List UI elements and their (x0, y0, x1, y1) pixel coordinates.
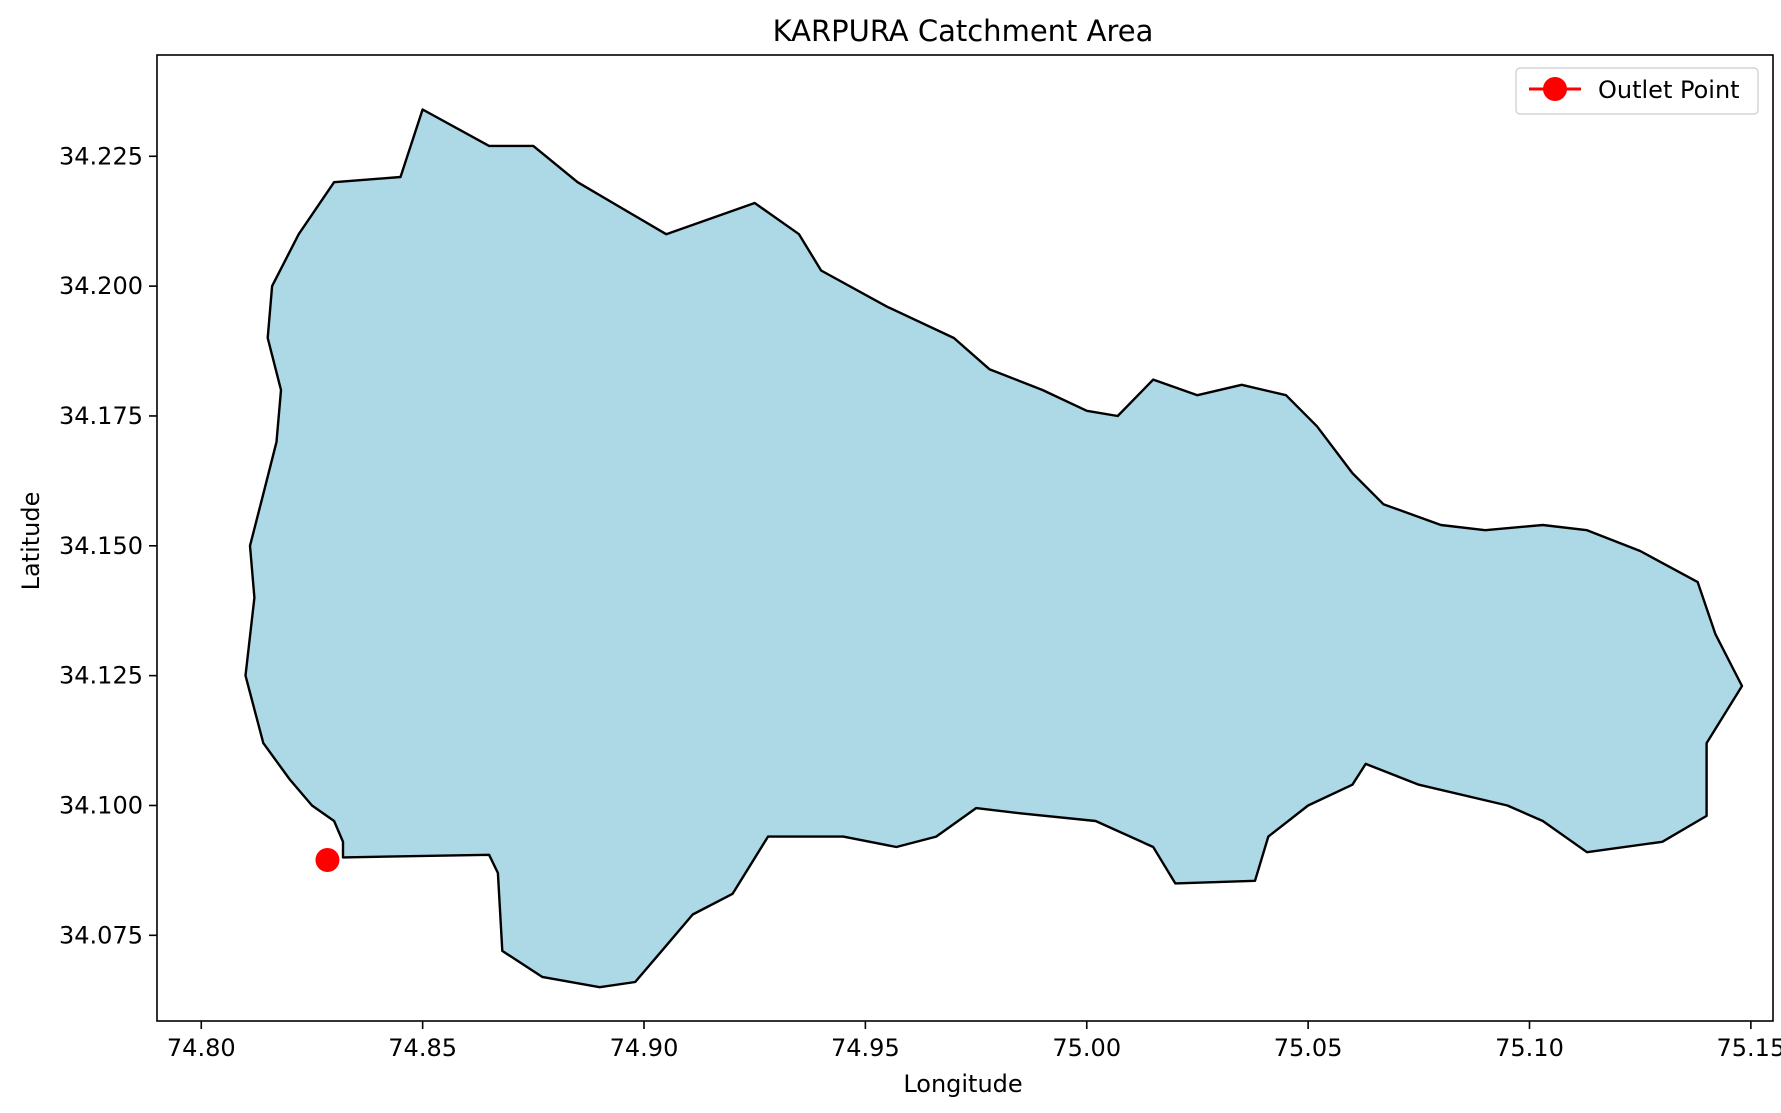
x-tick-label: 74.95 (831, 1034, 900, 1062)
catchment-polygon (244, 108, 1744, 989)
y-tick-label: 34.175 (59, 402, 143, 430)
x-tick-label: 74.85 (388, 1034, 457, 1062)
x-tick-label: 75.15 (1717, 1034, 1781, 1062)
plot-frame (156, 54, 1774, 1022)
x-tick-label: 74.90 (610, 1034, 679, 1062)
x-tick-label: 75.00 (1052, 1034, 1121, 1062)
x-tick-label: 75.05 (1274, 1034, 1343, 1062)
plot-area (244, 108, 1744, 989)
y-axis: 34.075 34.100 34.125 34.150 34.175 34.200 34.2… (59, 142, 157, 949)
legend-box (1515, 67, 1759, 115)
y-axis-label: Latitude (17, 492, 45, 591)
x-tick-label: 74.80 (167, 1034, 236, 1062)
y-tick-label: 34.075 (59, 921, 143, 949)
outlet-point-marker (315, 848, 340, 872)
y-tick-label: 34.100 (59, 791, 143, 819)
y-tick-label: 34.125 (59, 662, 143, 690)
x-axis: 74.80 74.85 74.90 74.95 75.00 75.05 75.10 75.15 (167, 1021, 1781, 1062)
y-tick-label: 34.225 (59, 142, 143, 170)
chart-title: KARPURA Catchment Area (773, 14, 1154, 48)
x-tick-label: 75.10 (1495, 1034, 1564, 1062)
x-axis-label: Longitude (903, 1070, 1022, 1098)
legend: Outlet Point (1515, 67, 1759, 115)
legend-marker-swatch (1543, 77, 1567, 101)
y-tick-label: 34.200 (59, 272, 143, 300)
legend-label-outlet-point: Outlet Point (1598, 76, 1740, 104)
y-tick-label: 34.150 (59, 532, 143, 560)
